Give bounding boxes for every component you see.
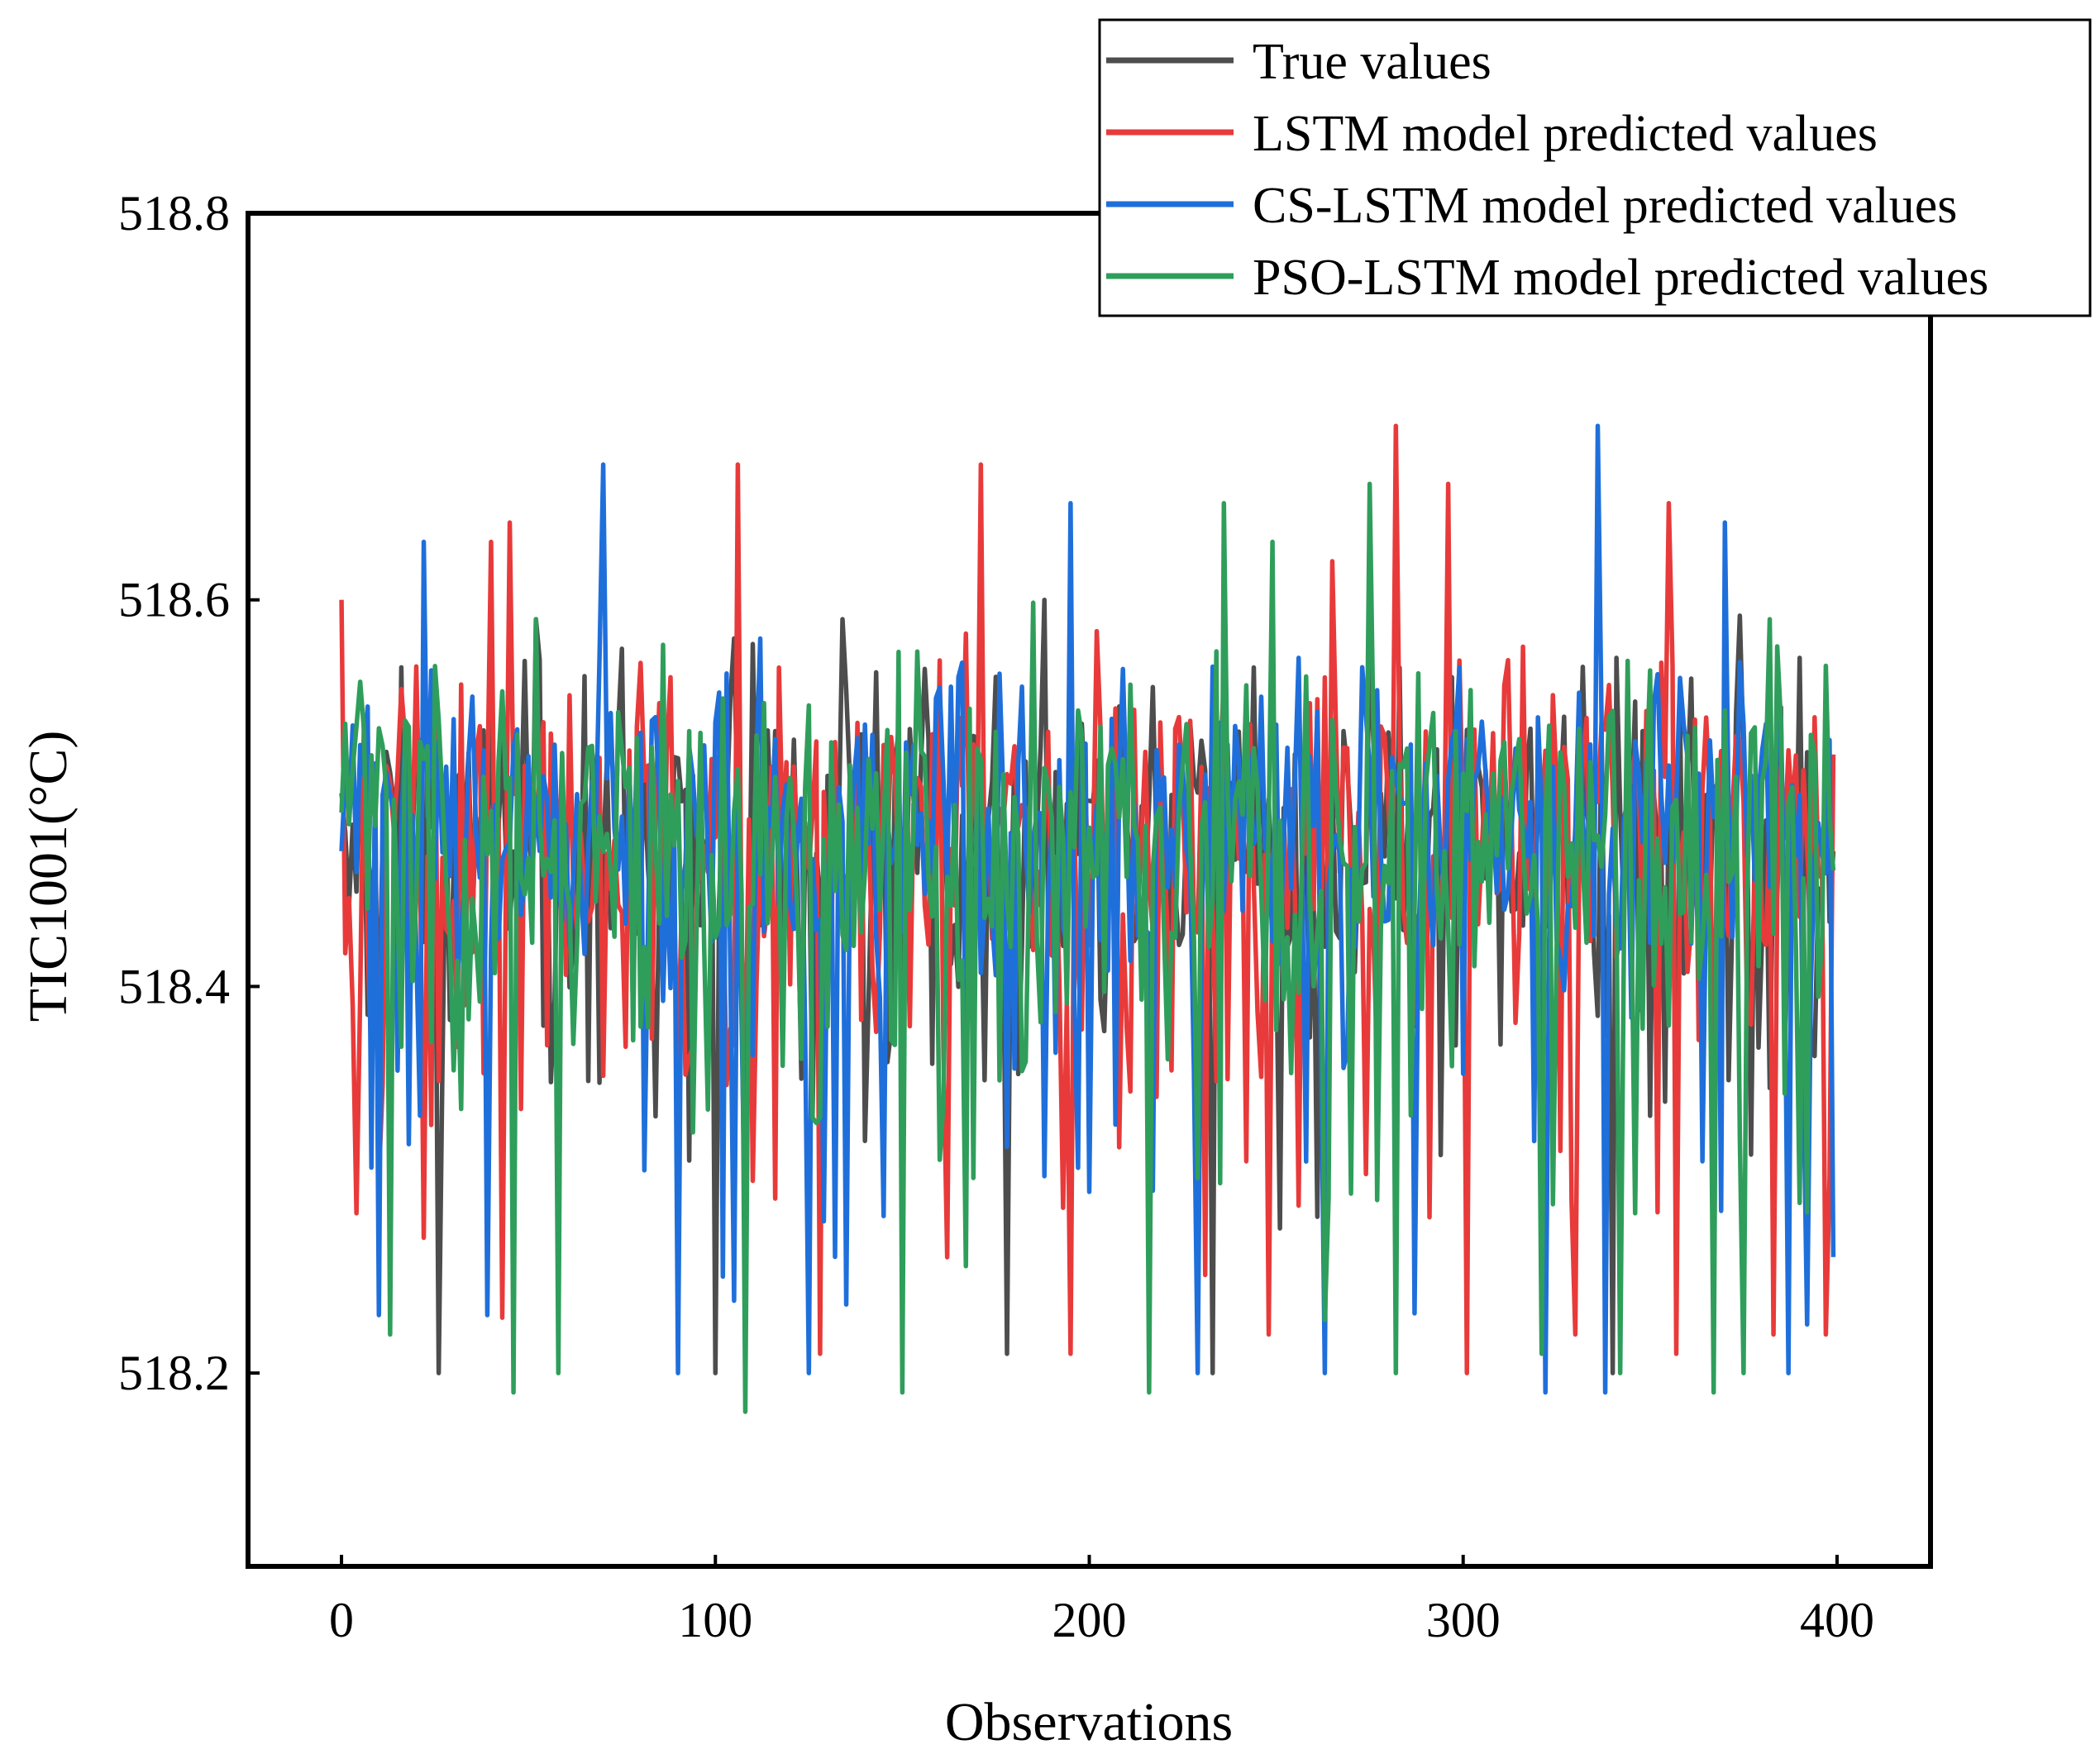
y-axis-title: TIC1001(°C)	[18, 731, 79, 1022]
series-line-4	[339, 481, 1836, 1414]
x-tick-label: 0	[329, 1593, 354, 1647]
x-axis: 0 100 200 300 400	[329, 1555, 1874, 1647]
series-layer	[339, 423, 1836, 1414]
x-tick-label: 300	[1426, 1593, 1501, 1647]
y-tick-label: 518.8	[118, 186, 230, 241]
legend-label: PSO-LSTM model predicted values	[1253, 250, 1988, 306]
legend: True values LSTM model predicted values CS…	[1098, 18, 2092, 317]
x-axis-title: Observations	[945, 1692, 1233, 1752]
x-tick-label: 100	[678, 1593, 752, 1647]
legend-box	[1098, 18, 2092, 317]
x-tick-label: 400	[1800, 1593, 1874, 1647]
legend-items: True values LSTM model predicted values CS…	[1106, 34, 1988, 306]
x-tick-label: 200	[1052, 1593, 1127, 1647]
legend-label: LSTM model predicted values	[1253, 106, 1878, 162]
y-tick-label: 518.2	[118, 1346, 230, 1400]
y-tick-label: 518.4	[118, 959, 230, 1013]
y-axis: 518.2 518.4 518.6 518.8	[118, 186, 260, 1400]
y-tick-label: 518.6	[118, 573, 230, 627]
legend-label: CS-LSTM model predicted values	[1253, 178, 1957, 234]
legend-label: True values	[1253, 34, 1491, 90]
